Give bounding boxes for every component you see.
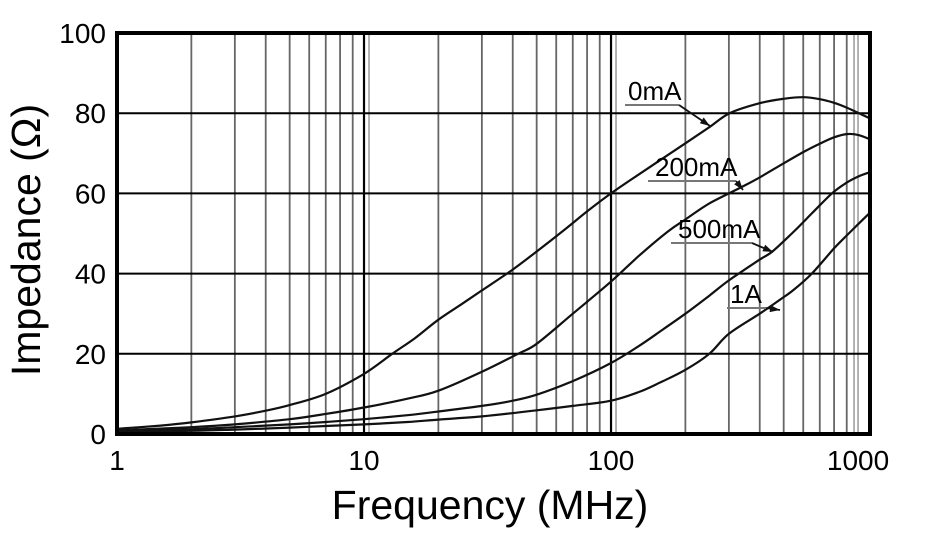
leader-arrowhead-icon — [699, 117, 710, 126]
y-tick-label: 60 — [75, 178, 106, 209]
y-tick-label: 80 — [75, 98, 106, 129]
series-curve-0mA — [115, 96, 872, 430]
x-tick-label: 1000 — [827, 445, 889, 476]
leader-arrowhead-icon — [769, 305, 780, 313]
y-tick-label: 20 — [75, 339, 106, 370]
x-axis-title: Frequency (MHz) — [332, 482, 649, 528]
x-tick-label: 1 — [109, 445, 125, 476]
curve-label-0mA: 0mA — [628, 76, 682, 106]
y-axis-title: Impedance (Ω) — [3, 104, 49, 376]
series-curve-1A — [115, 211, 872, 434]
leader-arrowhead-icon — [762, 244, 773, 252]
series-curve-500mA — [115, 171, 872, 433]
curve-label-200mA: 200mA — [655, 152, 738, 182]
annotation-200mA: 200mA — [648, 152, 744, 191]
curve-label-1A: 1A — [730, 279, 762, 309]
leader-arrowhead-icon — [734, 180, 743, 190]
data-curves — [115, 96, 872, 434]
y-tick-label: 0 — [90, 419, 106, 450]
y-tick-label: 40 — [75, 259, 106, 290]
series-curve-200mA — [115, 132, 872, 432]
x-tick-label: 10 — [348, 445, 379, 476]
y-tick-label: 100 — [59, 18, 106, 49]
plot-border — [115, 31, 872, 436]
gridlines — [117, 33, 870, 434]
curve-label-500mA: 500mA — [678, 214, 761, 244]
x-tick-labels: 1 10 100 1000 — [109, 445, 889, 476]
annotation-500mA: 500mA — [671, 214, 774, 253]
annotation-1A: 1A — [727, 279, 781, 313]
y-tick-labels: 0 20 40 60 80 100 — [59, 18, 106, 450]
annotation-0mA: 0mA — [625, 76, 711, 127]
x-tick-label: 100 — [588, 445, 635, 476]
curve-annotations: 0mA 200mA 500mA 1A — [625, 76, 781, 313]
